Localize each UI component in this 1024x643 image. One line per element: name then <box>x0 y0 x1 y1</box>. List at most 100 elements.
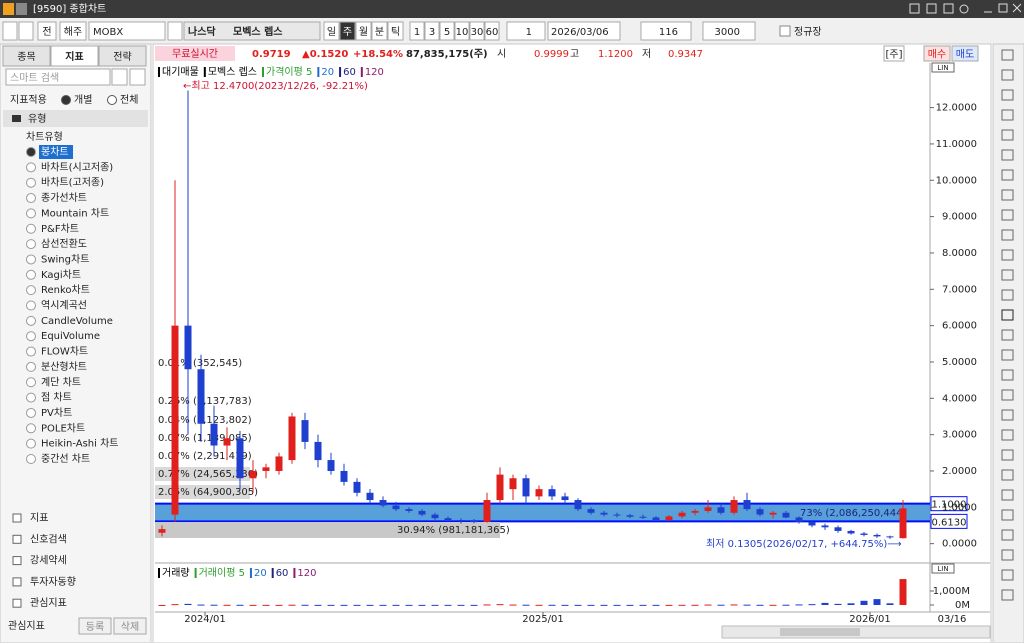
tool-icon[interactable] <box>1001 169 1014 181</box>
group-title[interactable]: 유형 <box>28 113 46 125</box>
toolbar-button-box[interactable] <box>59 21 87 41</box>
chart-type-item[interactable]: FLOW차트 <box>41 346 88 358</box>
chart-type-item[interactable]: 봉차트 <box>41 146 69 158</box>
footer-button[interactable]: 등록 <box>86 621 104 633</box>
toolbar-button[interactable]: 해주 <box>64 25 82 38</box>
legend-item[interactable]: 120 <box>365 67 384 78</box>
tool-icon[interactable] <box>1001 89 1014 101</box>
search-box[interactable] <box>5 68 111 86</box>
tool-icon[interactable] <box>1001 209 1014 221</box>
radio[interactable] <box>26 162 36 173</box>
help-icon[interactable] <box>16 3 27 15</box>
legend-item[interactable]: 대기매물 <box>162 66 199 78</box>
radio[interactable] <box>107 95 117 105</box>
search-box[interactable] <box>167 21 183 41</box>
period[interactable]: 일 <box>327 26 336 38</box>
sidebar-tab-box[interactable] <box>50 45 99 67</box>
total-input[interactable] <box>702 21 756 41</box>
chart-type-item[interactable]: 역시계곡선 <box>41 300 87 312</box>
radio[interactable] <box>26 300 36 311</box>
tool-icon[interactable] <box>1001 289 1014 301</box>
period-box[interactable] <box>387 21 404 41</box>
radio[interactable] <box>26 438 36 449</box>
legend-item[interactable]: 60 <box>276 568 289 579</box>
radio[interactable] <box>26 147 36 157</box>
expand-icon[interactable] <box>12 556 22 566</box>
tool-icon[interactable] <box>1001 269 1014 281</box>
interval-box[interactable] <box>439 21 455 41</box>
period[interactable]: 틱 <box>391 26 400 38</box>
radio[interactable] <box>26 423 36 434</box>
apply-option[interactable]: 개별 <box>74 94 92 106</box>
chart-type-item[interactable]: 분산형차트 <box>41 361 87 373</box>
section[interactable]: 신호검색 <box>30 533 67 545</box>
radio[interactable] <box>26 392 36 403</box>
chart-type-item[interactable]: P&F차트 <box>41 223 79 235</box>
period-box[interactable] <box>339 21 356 41</box>
sidebar-tab-box[interactable] <box>2 45 51 67</box>
unit-button[interactable]: [주] <box>885 50 902 61</box>
radio[interactable] <box>26 346 36 357</box>
chart-type-item[interactable]: 바차트(시고저종) <box>41 161 113 173</box>
expand-icon[interactable] <box>12 598 22 608</box>
tool-icon[interactable] <box>1001 469 1014 481</box>
expand-icon[interactable] <box>12 513 22 523</box>
tool-icon[interactable] <box>1001 429 1014 441</box>
footer-button-box[interactable] <box>78 617 112 635</box>
code-input[interactable] <box>88 21 166 41</box>
chart-type-item[interactable]: EquiVolume <box>41 331 100 342</box>
tool-icon[interactable] <box>1001 389 1014 401</box>
interval[interactable]: 5 <box>444 27 450 38</box>
interval[interactable]: 30 <box>471 27 484 38</box>
radio[interactable] <box>26 177 36 188</box>
tool-icon[interactable] <box>1001 369 1014 381</box>
search-btn-box[interactable] <box>111 68 128 86</box>
section[interactable]: 강세약세 <box>30 555 67 567</box>
tool-icon[interactable] <box>1001 509 1014 521</box>
count-input[interactable] <box>506 21 546 41</box>
tool-icon[interactable] <box>1001 489 1014 501</box>
chart-type-item[interactable]: 계단 차트 <box>41 376 81 388</box>
buy-button[interactable]: 매수 <box>928 49 946 61</box>
tool-icon[interactable] <box>1001 149 1014 161</box>
tool-icon[interactable] <box>1001 249 1014 261</box>
session[interactable]: 정규장 <box>794 26 822 38</box>
collapse-btn-box[interactable] <box>129 68 146 86</box>
buy-button-box[interactable] <box>923 45 951 62</box>
nav-first-box[interactable] <box>2 21 18 41</box>
interval[interactable]: 60 <box>486 27 499 38</box>
legend-item[interactable]: 20 <box>254 568 267 579</box>
view-input[interactable] <box>640 21 692 41</box>
radio[interactable] <box>26 454 36 464</box>
date-input[interactable] <box>547 21 621 41</box>
interval[interactable]: 3 <box>429 27 435 38</box>
toolbar-button-box[interactable] <box>37 21 57 41</box>
footer-button[interactable]: 삭제 <box>121 621 139 633</box>
view-count[interactable]: 116 <box>659 27 678 38</box>
chart-type-item[interactable]: Heikin-Ashi 차트 <box>41 438 119 450</box>
chart-type-item[interactable]: Kagi차트 <box>41 269 81 281</box>
chart-type-item[interactable]: 중간선 차트 <box>41 453 90 465</box>
sell-button[interactable]: 매도 <box>956 49 974 61</box>
interval-box[interactable] <box>454 21 470 41</box>
radio[interactable] <box>26 285 36 296</box>
period-box[interactable] <box>355 21 372 41</box>
tool-icon[interactable] <box>1001 49 1014 61</box>
radio[interactable] <box>26 254 36 265</box>
tree-title[interactable]: 차트유형 <box>26 131 63 143</box>
chart-type-item[interactable]: Mountain 차트 <box>41 207 109 219</box>
footer-button-box[interactable] <box>113 617 147 635</box>
tool-icon[interactable] <box>1001 449 1014 461</box>
period[interactable]: 월 <box>359 26 368 38</box>
tool-icon[interactable] <box>1001 129 1014 141</box>
search-placeholder[interactable]: 스마트 검색 <box>10 72 59 84</box>
sidebar-tab[interactable]: 전략 <box>113 51 131 63</box>
period[interactable]: 주 <box>343 27 352 38</box>
tool-icon[interactable] <box>1001 349 1014 361</box>
scroll-thumb[interactable] <box>780 628 860 636</box>
chart-type-item[interactable]: POLE차트 <box>41 422 85 434</box>
radio[interactable] <box>26 315 36 326</box>
radio[interactable] <box>26 208 36 219</box>
tool-icon[interactable] <box>1001 189 1014 201</box>
sidebar-tab[interactable]: 종목 <box>17 51 35 63</box>
